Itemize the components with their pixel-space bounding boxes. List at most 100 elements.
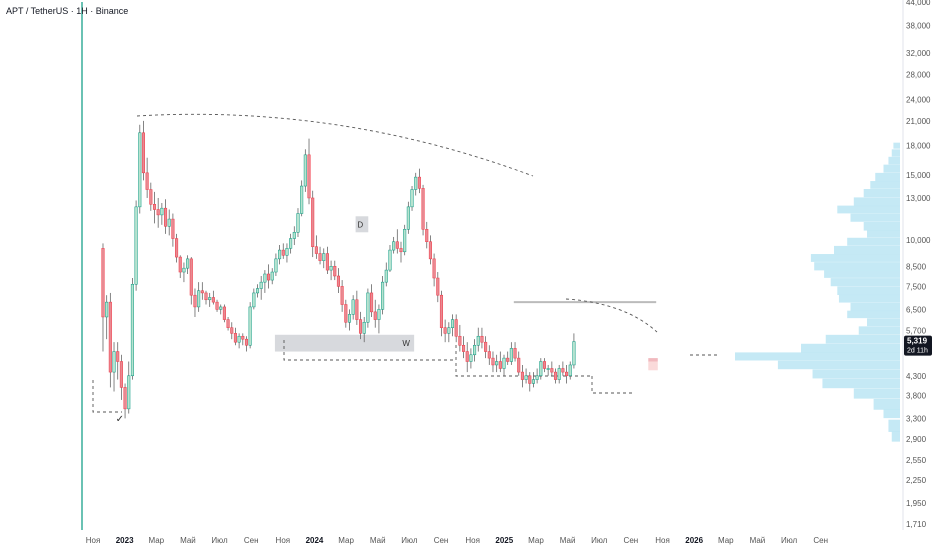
candle[interactable] — [119, 361, 123, 388]
candle[interactable] — [480, 335, 484, 343]
candle[interactable] — [355, 299, 359, 320]
candle[interactable] — [248, 306, 252, 346]
candle[interactable] — [436, 277, 440, 296]
candle[interactable] — [189, 258, 193, 296]
candle[interactable] — [219, 306, 223, 310]
candle[interactable] — [222, 306, 226, 320]
candle[interactable] — [546, 368, 550, 370]
candle[interactable] — [182, 267, 186, 273]
candle[interactable] — [141, 132, 145, 174]
candle[interactable] — [539, 361, 543, 377]
candle[interactable] — [255, 288, 260, 294]
candle[interactable] — [163, 207, 168, 227]
candle[interactable] — [454, 319, 458, 337]
candle[interactable] — [296, 213, 300, 233]
candle[interactable] — [105, 301, 109, 318]
candle[interactable] — [572, 341, 576, 366]
candle[interactable] — [403, 229, 407, 253]
candle[interactable] — [473, 344, 477, 356]
candle[interactable] — [215, 301, 219, 310]
candle[interactable] — [373, 311, 377, 320]
candle[interactable] — [388, 249, 392, 271]
candle[interactable] — [233, 333, 237, 343]
candle[interactable] — [160, 207, 164, 216]
candle[interactable] — [127, 375, 131, 410]
candle[interactable] — [447, 327, 451, 334]
candle[interactable] — [462, 344, 466, 352]
candle[interactable] — [399, 248, 403, 253]
candle[interactable] — [193, 294, 197, 308]
candle[interactable] — [230, 327, 234, 334]
candle[interactable] — [130, 283, 134, 377]
candle[interactable] — [311, 197, 315, 247]
candle[interactable] — [524, 375, 528, 380]
candle[interactable] — [281, 249, 285, 256]
candle[interactable] — [145, 172, 149, 190]
candle[interactable] — [307, 154, 311, 199]
candle[interactable] — [314, 246, 318, 254]
candle[interactable] — [226, 319, 230, 328]
candle[interactable] — [487, 351, 491, 359]
candle[interactable] — [439, 294, 444, 328]
candle[interactable] — [358, 319, 363, 334]
candle[interactable] — [108, 301, 112, 373]
candle[interactable] — [156, 209, 160, 216]
candle[interactable] — [270, 271, 274, 281]
candle[interactable] — [152, 204, 157, 210]
candle[interactable] — [550, 368, 554, 373]
candle[interactable] — [211, 297, 215, 303]
candle[interactable] — [263, 273, 267, 283]
candle[interactable] — [568, 364, 572, 377]
candle[interactable] — [428, 241, 432, 260]
candle[interactable] — [414, 176, 418, 190]
candle[interactable] — [325, 253, 329, 271]
candle[interactable] — [502, 357, 506, 369]
candle[interactable] — [384, 269, 388, 283]
candle[interactable] — [406, 206, 410, 230]
candle[interactable] — [362, 321, 366, 334]
candle[interactable] — [542, 361, 547, 369]
candle[interactable] — [336, 275, 340, 287]
candle[interactable] — [344, 304, 348, 323]
candle[interactable] — [197, 290, 201, 308]
candle[interactable] — [347, 314, 352, 323]
candle[interactable] — [506, 357, 510, 362]
candle[interactable] — [171, 218, 175, 239]
candle[interactable] — [175, 238, 179, 258]
candle[interactable] — [370, 292, 374, 313]
candle[interactable] — [535, 375, 539, 380]
candle[interactable] — [101, 248, 105, 318]
candle[interactable] — [484, 341, 488, 352]
candle[interactable] — [410, 189, 414, 208]
candle[interactable] — [200, 290, 204, 294]
candle[interactable] — [237, 335, 241, 343]
candle[interactable] — [318, 253, 322, 261]
candle[interactable] — [417, 176, 421, 189]
candle[interactable] — [513, 348, 517, 359]
candle[interactable] — [395, 241, 399, 249]
candle[interactable] — [443, 327, 447, 334]
candle[interactable] — [241, 335, 245, 340]
candle[interactable] — [528, 375, 532, 384]
candle[interactable] — [244, 338, 249, 346]
candle[interactable] — [252, 292, 256, 308]
candle[interactable] — [432, 258, 436, 279]
candle[interactable] — [531, 379, 535, 384]
candle[interactable] — [274, 258, 278, 273]
candle[interactable] — [495, 361, 499, 366]
candle[interactable] — [292, 232, 296, 239]
candle[interactable] — [278, 249, 282, 260]
candle[interactable] — [134, 206, 138, 285]
candle[interactable] — [329, 266, 333, 271]
candle[interactable] — [289, 238, 293, 249]
candle[interactable] — [208, 297, 212, 301]
candle[interactable] — [333, 266, 337, 277]
candle[interactable] — [561, 368, 565, 373]
candle[interactable] — [178, 256, 182, 273]
candle[interactable] — [123, 387, 127, 410]
candle[interactable] — [259, 281, 263, 289]
candle[interactable] — [469, 354, 473, 362]
candle[interactable] — [351, 299, 355, 315]
